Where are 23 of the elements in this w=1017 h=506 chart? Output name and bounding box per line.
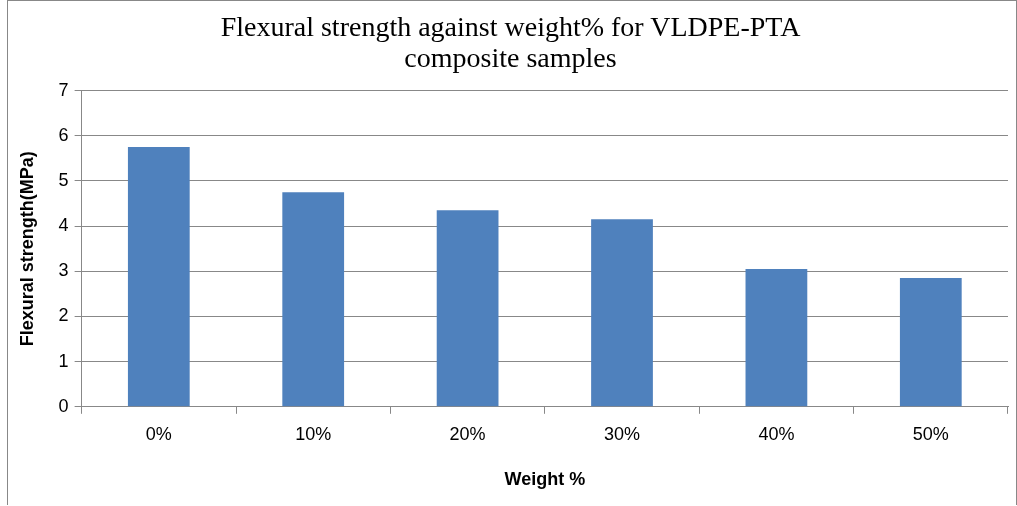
x-tick-label: 20% [449, 423, 486, 444]
x-tick-label: 30% [603, 423, 641, 444]
bar [127, 147, 190, 407]
chart-title: Flexural strength against weight% for VLDPE-PTA composite samples [220, 10, 802, 73]
x-axis-title: Weight % [504, 469, 586, 490]
bar [745, 269, 808, 407]
bar [436, 210, 499, 407]
y-tick-label: 6 [58, 124, 69, 145]
y-tick-label: 5 [58, 169, 69, 190]
y-tick-label: 1 [58, 350, 69, 371]
y-tick-label: 2 [58, 305, 69, 326]
y-tick-label: 7 [58, 79, 69, 100]
x-tick-label: 0% [145, 423, 172, 444]
y-axis-title: Flexural strength(MPa) [16, 151, 37, 347]
y-tick-label: 4 [58, 215, 69, 236]
bar [591, 219, 653, 407]
x-tick-label: 10% [295, 423, 332, 444]
bar [899, 278, 962, 407]
y-tick-label: 0 [58, 395, 69, 416]
x-tick-label: 40% [758, 423, 795, 444]
y-tick-label: 3 [58, 260, 69, 281]
x-tick-label: 50% [912, 423, 949, 444]
bar [282, 192, 345, 407]
